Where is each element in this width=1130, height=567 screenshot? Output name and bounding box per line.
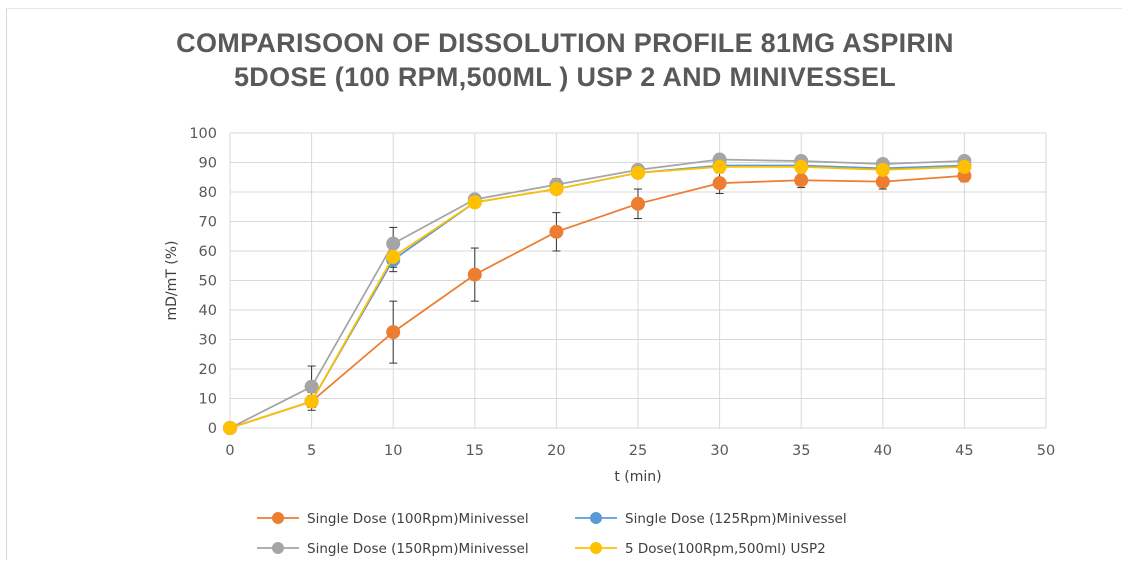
series-line [229, 164, 965, 429]
legend-label: 5 Dose(100Rpm,500ml) USP2 [625, 541, 826, 557]
y-tick-label: 90 [199, 156, 217, 172]
y-axis-label: mD/mT (%) [164, 240, 180, 320]
x-tick-label: 0 [225, 443, 234, 459]
data-point [304, 394, 319, 409]
grid-lines [229, 132, 1047, 429]
data-point [467, 195, 482, 210]
y-tick-label: 80 [199, 185, 217, 201]
x-tick-label: 40 [874, 443, 892, 459]
series-2 [223, 158, 972, 435]
data-point [549, 182, 564, 197]
x-tick-label: 10 [384, 443, 402, 459]
data-point [875, 162, 890, 177]
data-point [712, 176, 727, 191]
series-line [229, 166, 965, 429]
x-tick-label: 35 [792, 443, 810, 459]
chart-frame [6, 8, 1122, 560]
x-tick-label: 5 [307, 443, 316, 459]
data-point [631, 165, 645, 180]
data-point [875, 174, 890, 189]
x-tick-label: 25 [629, 443, 647, 459]
x-tick-label: 20 [547, 443, 565, 459]
y-tick-label: 60 [199, 244, 217, 260]
data-point [223, 421, 237, 435]
y-tick-label: 100 [189, 126, 217, 142]
tick-labels: 0 10 20 30 40 50 60 70 80 90 100 0 5 10 15 20 25 30 35 40 45… [189, 126, 1055, 459]
legend-label: Single Dose (100Rpm)Minivessel [307, 511, 529, 527]
x-tick-label: 50 [1037, 443, 1055, 459]
x-tick-label: 15 [466, 443, 484, 459]
legend-label: Single Dose (150Rpm)Minivessel [307, 541, 529, 557]
data-point [957, 159, 972, 174]
chart-title-line2: 5DOSE (100 RPM,500ML ) USP 2 AND MINIVES… [233, 62, 897, 92]
legend-item: 5 Dose(100Rpm,500ml) USP2 [575, 541, 826, 557]
series-line [229, 174, 965, 429]
legend-marker [590, 512, 602, 524]
data-point [304, 379, 319, 394]
y-tick-label: 10 [199, 392, 217, 408]
x-axis-label: t (min) [614, 469, 661, 485]
series-4 [223, 159, 972, 435]
data-point [386, 325, 401, 340]
y-tick-label: 40 [199, 303, 217, 319]
series-3 [223, 152, 972, 435]
data-point [467, 267, 482, 282]
y-tick-label: 50 [199, 274, 217, 290]
series-lines [223, 152, 972, 435]
y-tick-label: 30 [199, 333, 217, 349]
y-tick-label: 0 [208, 421, 217, 437]
data-point [712, 159, 727, 174]
series-line [229, 158, 965, 429]
legend-marker [590, 542, 602, 554]
series-1 [223, 168, 972, 435]
legend-label: Single Dose (125Rpm)Minivessel [625, 511, 847, 527]
x-tick-label: 45 [955, 443, 973, 459]
legend-marker [272, 542, 284, 554]
y-tick-label: 70 [199, 215, 217, 231]
data-point [386, 236, 401, 251]
x-tick-label: 30 [710, 443, 728, 459]
data-point [549, 224, 564, 239]
data-point [794, 159, 809, 174]
chart-title-line1: COMPARISOON OF DISSOLUTION PROFILE 81MG … [176, 28, 954, 58]
legend-item: Single Dose (100Rpm)Minivessel [257, 511, 529, 527]
legend-item: Single Dose (150Rpm)Minivessel [257, 541, 529, 557]
legend-marker [272, 512, 284, 524]
data-point [631, 196, 645, 211]
legend-item: Single Dose (125Rpm)Minivessel [575, 511, 847, 527]
legend: Single Dose (100Rpm)Minivessel Single Dos… [257, 511, 847, 557]
data-point [386, 249, 401, 264]
y-tick-label: 20 [199, 362, 217, 378]
data-point [794, 173, 809, 188]
